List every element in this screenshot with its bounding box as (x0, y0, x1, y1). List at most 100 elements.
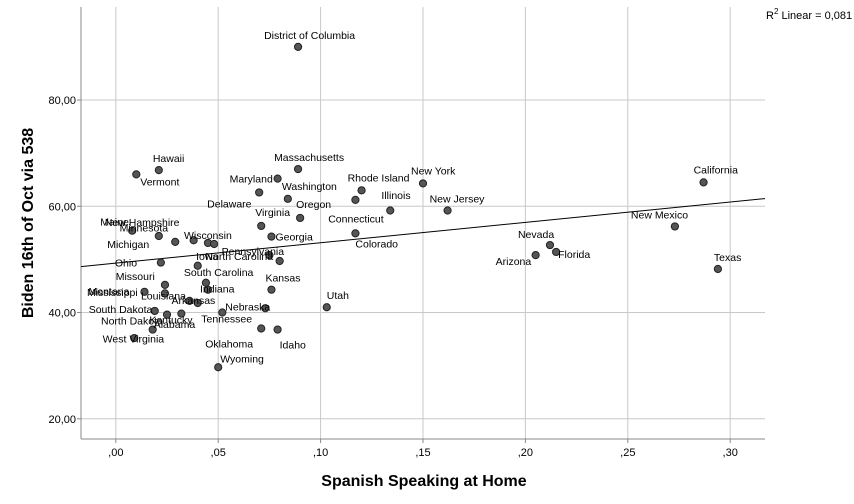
point-48 (148, 325, 157, 334)
point-35 (140, 287, 149, 296)
point-8 (357, 186, 366, 195)
point-label-46: Oklahoma (205, 338, 253, 350)
point-label-39: Alabama (154, 319, 196, 331)
data-points (128, 42, 722, 372)
point-47 (273, 325, 282, 334)
point-labels: District of Columbia Hawaii Vermont Massach… (87, 30, 741, 365)
point-label-5: Washington (282, 181, 337, 193)
point-44 (177, 309, 186, 318)
point-label-44: Kentucky (149, 315, 193, 327)
point-label-33: Indiana (200, 284, 235, 296)
point-label-36: Mississippi (87, 287, 138, 299)
x-axis-title: Spanish Speaking at Home (321, 473, 526, 490)
point-label-18: Arizona (496, 256, 532, 268)
point-label-8: Rhode Island (348, 172, 410, 184)
point-label-26: Michigan (107, 239, 149, 251)
point-38 (185, 296, 194, 305)
point-22 (275, 256, 284, 266)
point-1 (154, 166, 163, 175)
point-26 (171, 237, 180, 246)
point-50 (214, 363, 223, 372)
point-43 (162, 310, 172, 319)
x-tick-label-4: ,20 (518, 447, 533, 459)
point-19 (351, 229, 360, 238)
point-34 (267, 285, 276, 294)
point-37 (160, 289, 170, 298)
point-label-37: Louisiana (141, 290, 186, 302)
y-tick-label-2: 60,00 (48, 201, 76, 213)
y-tick-label-0: 20,00 (48, 414, 76, 426)
point-9 (351, 195, 360, 204)
point-15 (713, 264, 722, 274)
point-label-41: Tennessee (201, 313, 252, 325)
point-27 (189, 236, 198, 245)
point-label-22: Pennsylvania (222, 246, 285, 258)
point-label-50: Wyoming (220, 353, 264, 365)
point-label-35: Montana (88, 286, 129, 298)
point-label-14: New Mexico (631, 209, 688, 221)
point-21 (265, 251, 274, 260)
point-label-2: Vermont (140, 176, 179, 188)
x-tick-label-5: ,25 (620, 447, 635, 459)
point-label-10: New York (411, 165, 456, 177)
point-label-34: Kansas (265, 273, 300, 285)
point-label-17: Florida (558, 249, 590, 261)
point-label-48: West Virginia (103, 334, 165, 346)
point-label-24: Maine (100, 217, 129, 229)
point-label-4: Maryland (230, 174, 273, 186)
point-30 (156, 258, 165, 267)
point-31 (193, 261, 202, 270)
grid-lines (81, 7, 765, 439)
point-label-28: Wisconsin (184, 230, 232, 242)
point-label-16: Nevada (518, 229, 554, 241)
point-25 (154, 231, 163, 241)
point-label-31: Missouri (116, 271, 155, 283)
point-label-15: Texas (714, 252, 741, 264)
point-label-27: Minnesota (120, 222, 169, 234)
point-label-7: Oregon (296, 199, 331, 211)
point-16 (545, 240, 555, 250)
point-label-11: Connecticut (328, 214, 384, 226)
point-45 (218, 308, 227, 317)
point-label-6: Delaware (207, 198, 252, 210)
point-5 (283, 194, 292, 203)
point-label-25: New Hampshire (105, 217, 180, 229)
point-6 (255, 188, 264, 197)
point-label-9: Illinois (381, 190, 410, 202)
point-12 (443, 206, 452, 215)
point-label-13: California (694, 164, 739, 176)
point-label-0: District of Columbia (264, 30, 355, 42)
y-tick-label-1: 40,00 (48, 308, 76, 320)
x-tick-label-6: ,30 (723, 447, 738, 459)
point-40 (322, 303, 331, 312)
y-axis-title: Biden 16th of Oct via 538 (20, 128, 37, 318)
point-label-45: Nebraska (225, 302, 270, 314)
x-tick-label-2: ,10 (313, 447, 328, 459)
point-33 (203, 285, 213, 294)
point-13 (699, 178, 708, 187)
point-label-40: Utah (327, 290, 349, 302)
point-label-43: North Dakota (101, 316, 163, 328)
point-3 (293, 164, 303, 174)
point-11 (386, 206, 395, 215)
point-29 (210, 239, 219, 249)
point-label-32: South Carolina (184, 267, 254, 279)
point-42 (150, 306, 159, 316)
x-tick-label-0: ,00 (108, 447, 123, 459)
point-label-47: Idaho (280, 340, 306, 352)
point-0 (293, 42, 303, 51)
fit-line (80, 198, 766, 268)
point-label-3: Massachusetts (274, 152, 344, 164)
point-24 (128, 226, 137, 235)
point-label-30: Ohio (115, 258, 137, 270)
point-46 (257, 324, 266, 333)
point-39 (193, 298, 202, 308)
point-label-20: Virginia (255, 207, 290, 219)
point-label-29: Iowa (196, 251, 218, 263)
point-18 (531, 251, 540, 260)
point-41 (261, 304, 270, 313)
y-tick-labels: 20,00 40,00 60,00 80,00 (48, 95, 81, 426)
point-2 (132, 170, 141, 179)
point-7 (296, 213, 305, 223)
